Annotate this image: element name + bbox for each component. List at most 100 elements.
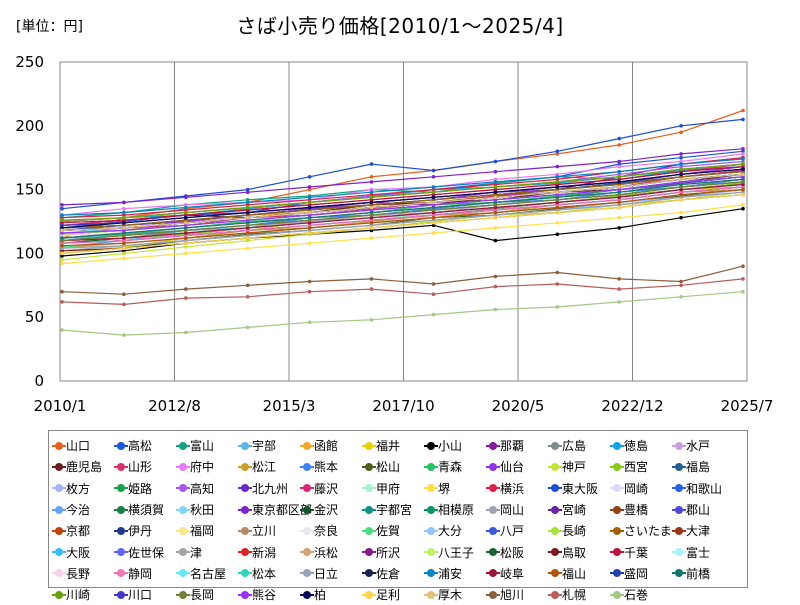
data-point	[679, 198, 683, 202]
data-point	[555, 305, 560, 309]
axes: 2010/1 2012/8 2015/3 2017/10 2020/5 2022/12 20…	[15, 53, 773, 415]
data-point	[431, 218, 436, 222]
data-point	[184, 215, 188, 220]
data-point	[184, 296, 188, 300]
chart-title: さば小売り価格[2010/1～2025/4]	[236, 14, 564, 38]
legend-item: 千葉	[610, 541, 675, 562]
legend-marker-icon	[114, 590, 128, 599]
legend-label: 山形	[128, 460, 153, 475]
legend-marker-icon	[114, 484, 128, 493]
legend-label: 津	[190, 545, 203, 560]
legend-label: 仙台	[500, 460, 525, 475]
legend-marker-icon	[486, 462, 500, 471]
legend-label: 松阪	[500, 545, 525, 560]
data-point	[431, 175, 436, 179]
data-point	[555, 282, 560, 286]
legend-item: 北九州	[238, 478, 303, 499]
data-point	[369, 236, 374, 240]
legend-item: さいたま	[610, 520, 675, 541]
data-point	[617, 187, 621, 192]
legend-label: 松江	[252, 460, 277, 475]
legend-label: 豊橋	[624, 503, 649, 518]
data-point	[307, 231, 312, 235]
data-point	[184, 251, 188, 256]
data-point	[307, 221, 312, 225]
series-前橋	[60, 177, 745, 240]
data-point	[245, 208, 250, 212]
data-point	[245, 213, 250, 217]
data-point	[122, 215, 126, 220]
data-point	[60, 328, 64, 332]
data-point	[741, 185, 745, 189]
legend-marker-icon	[486, 569, 500, 578]
series-group	[60, 108, 745, 337]
data-point	[617, 226, 621, 230]
data-point	[617, 287, 621, 291]
legend-item: 長野	[52, 563, 117, 584]
legend-label: 鹿児島	[66, 460, 103, 475]
series-line	[61, 163, 744, 221]
series-line	[61, 168, 744, 229]
series-静岡	[60, 185, 745, 245]
data-point	[555, 177, 560, 182]
legend-label: 足利	[376, 588, 401, 603]
data-point	[741, 203, 745, 207]
data-point	[245, 200, 250, 205]
data-point	[493, 213, 498, 217]
x-tick-label: 2015/3	[263, 397, 316, 415]
data-point	[555, 164, 560, 169]
data-point	[245, 215, 250, 220]
legend-item: 高松	[114, 435, 179, 456]
data-point	[307, 208, 312, 212]
legend-item: 柏	[300, 584, 365, 605]
legend-item: 徳島	[610, 435, 675, 456]
data-point	[307, 213, 312, 217]
data-point	[60, 246, 64, 251]
legend-marker-icon	[300, 484, 314, 493]
data-point	[369, 226, 374, 230]
data-point	[245, 218, 250, 222]
data-point	[122, 246, 126, 251]
legend-marker-icon	[52, 590, 66, 599]
data-point	[741, 147, 745, 151]
data-point	[617, 190, 621, 194]
legend-marker-icon	[52, 462, 66, 471]
data-point	[369, 210, 374, 215]
data-point	[60, 261, 64, 266]
data-point	[60, 254, 64, 258]
legend-marker-icon	[548, 569, 562, 578]
data-point	[679, 182, 683, 187]
legend-marker-icon	[300, 548, 314, 557]
data-point	[369, 190, 374, 194]
legend-marker-icon	[114, 526, 128, 535]
legend-marker-icon	[672, 569, 686, 578]
data-point	[617, 175, 621, 179]
legend-item: 足利	[362, 584, 427, 605]
legend-label: 和歌山	[686, 481, 723, 496]
legend-item: 岡崎	[610, 478, 675, 499]
data-point	[369, 192, 374, 197]
data-point	[122, 302, 126, 307]
data-point	[679, 187, 683, 192]
legend-label: 厚木	[438, 588, 463, 603]
data-point	[679, 159, 683, 164]
legend-label: 横浜	[500, 481, 525, 496]
data-point	[245, 295, 250, 299]
data-point	[617, 177, 621, 182]
data-point	[679, 124, 683, 128]
legend-marker-icon	[548, 590, 562, 599]
data-point	[741, 152, 745, 156]
data-point	[245, 246, 250, 251]
legend-label: 大分	[438, 524, 463, 539]
legend-item: 富山	[176, 435, 241, 456]
legend-item: 郡山	[672, 499, 737, 520]
series-柏	[60, 167, 745, 230]
data-point	[493, 187, 498, 192]
data-point	[122, 210, 126, 215]
legend-item: 熊本	[300, 456, 365, 477]
data-point	[245, 223, 250, 228]
data-point	[741, 190, 745, 194]
legend-label: 京都	[66, 524, 91, 539]
data-point	[431, 187, 436, 192]
legend-item: 金沢	[300, 499, 365, 520]
